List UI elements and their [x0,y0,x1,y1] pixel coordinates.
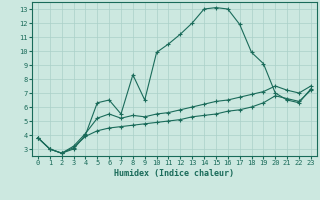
X-axis label: Humidex (Indice chaleur): Humidex (Indice chaleur) [115,169,234,178]
